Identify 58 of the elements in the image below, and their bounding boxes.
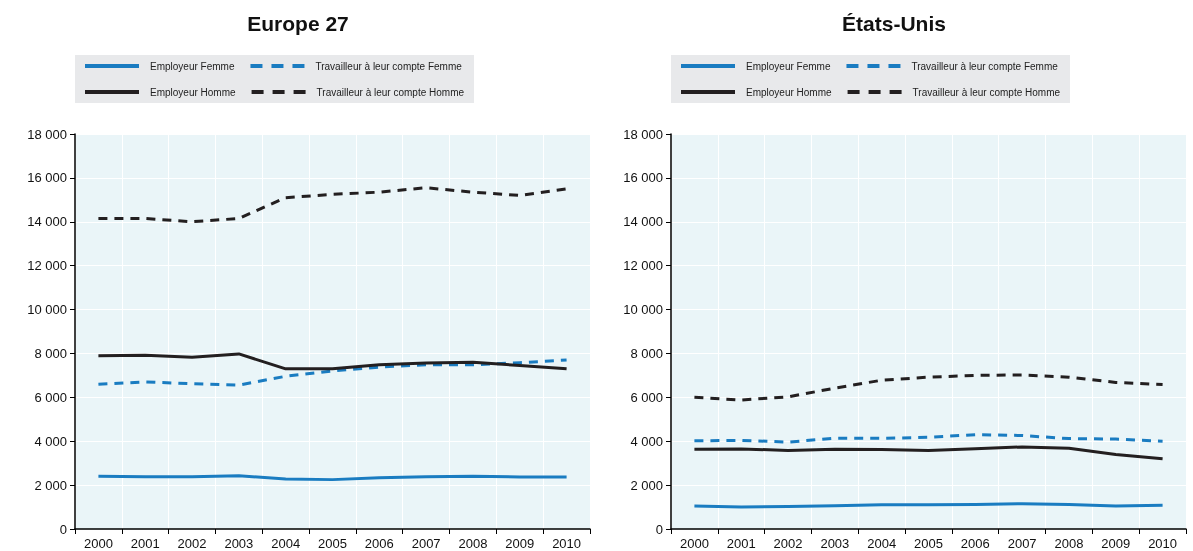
legend-label: Employeur Homme xyxy=(746,86,833,98)
x-tick-label: 2006 xyxy=(364,536,394,551)
x-tick-label: 2005 xyxy=(914,536,943,551)
y-tick-label: 10 000 xyxy=(623,302,663,318)
x-tick-label: 2002 xyxy=(177,536,207,551)
line-series xyxy=(96,186,569,224)
legend-label: Employeur Homme xyxy=(150,86,237,98)
y-tick-label: 8 000 xyxy=(630,345,663,361)
line-series xyxy=(96,358,569,387)
y-tick-label: 16 000 xyxy=(623,170,663,186)
x-tick-label: 2006 xyxy=(960,536,990,551)
legend-label: Travailleur à leur compte Homme xyxy=(316,86,465,98)
legend-label: Travailleur à leur compte Homme xyxy=(912,86,1061,98)
chart-title: Europe 27 xyxy=(247,12,349,35)
y-tick-label: 18 000 xyxy=(623,126,663,142)
y-tick-label: 12 000 xyxy=(27,258,67,274)
y-tick-label: 2 000 xyxy=(34,477,67,493)
x-tick-label: 2004 xyxy=(867,536,897,551)
y-tick-label: 6 000 xyxy=(630,389,663,405)
line-series xyxy=(692,433,1165,444)
x-tick-label: 2007 xyxy=(411,536,441,551)
y-tick-label: 16 000 xyxy=(27,170,67,186)
y-tick-label: 18 000 xyxy=(27,126,67,142)
x-tick-label: 2009 xyxy=(1101,536,1131,551)
x-tick-label: 2000 xyxy=(679,536,709,551)
y-tick-label: 12 000 xyxy=(623,258,663,274)
x-tick-label: 2001 xyxy=(726,536,756,551)
x-tick-label: 2003 xyxy=(224,536,254,551)
line-series xyxy=(692,373,1165,402)
line-series xyxy=(96,352,569,371)
legend-label: Employeur Femme xyxy=(150,60,235,72)
y-tick-label: 4 000 xyxy=(630,433,663,449)
x-tick-label: 2000 xyxy=(83,536,113,551)
x-tick-label: 2010 xyxy=(1148,536,1178,551)
y-tick-label: 10 000 xyxy=(27,302,67,318)
y-tick-label: 4 000 xyxy=(34,433,67,449)
line-series xyxy=(692,445,1165,461)
y-tick-label: 14 000 xyxy=(27,214,67,230)
x-tick-label: 2008 xyxy=(1054,536,1084,551)
y-tick-label: 6 000 xyxy=(34,389,67,405)
x-tick-label: 2004 xyxy=(271,536,301,551)
x-tick-label: 2003 xyxy=(820,536,850,551)
y-tick-label: 8 000 xyxy=(34,345,67,361)
y-tick-label: 0 xyxy=(655,521,663,537)
x-tick-label: 2007 xyxy=(1007,536,1037,551)
y-tick-label: 0 xyxy=(59,521,67,537)
chart-title: États-Unis xyxy=(842,12,946,35)
legend-label: Travailleur à leur compte Femme xyxy=(315,60,463,72)
x-tick-label: 2008 xyxy=(458,536,488,551)
x-tick-label: 2010 xyxy=(552,536,582,551)
y-tick-label: 2 000 xyxy=(630,477,663,493)
x-tick-label: 2001 xyxy=(130,536,160,551)
x-tick-label: 2009 xyxy=(505,536,535,551)
y-tick-label: 14 000 xyxy=(623,214,663,230)
legend-label: Travailleur à leur compte Femme xyxy=(911,60,1059,72)
x-tick-label: 2005 xyxy=(318,536,347,551)
legend-label: Employeur Femme xyxy=(746,60,831,72)
x-tick-label: 2002 xyxy=(773,536,803,551)
